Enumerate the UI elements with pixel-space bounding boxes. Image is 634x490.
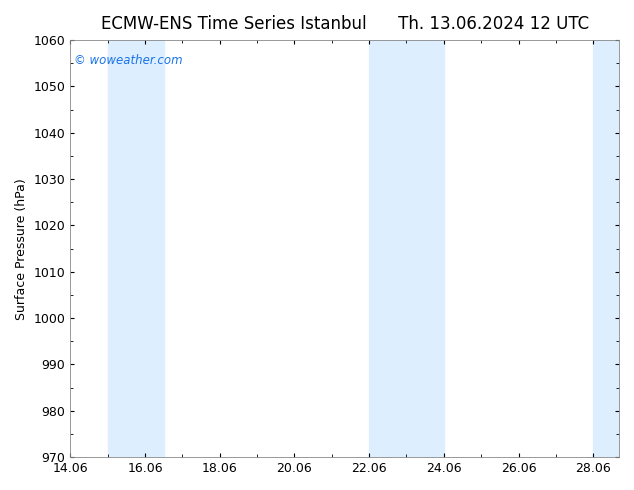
Y-axis label: Surface Pressure (hPa): Surface Pressure (hPa) (15, 178, 28, 319)
Bar (108, 40, 164, 457)
Bar (593, 40, 619, 457)
Text: © woweather.com: © woweather.com (74, 54, 183, 67)
Bar (369, 40, 444, 457)
Title: ECMW-ENS Time Series Istanbul      Th. 13.06.2024 12 UTC: ECMW-ENS Time Series Istanbul Th. 13.06.… (101, 15, 589, 33)
